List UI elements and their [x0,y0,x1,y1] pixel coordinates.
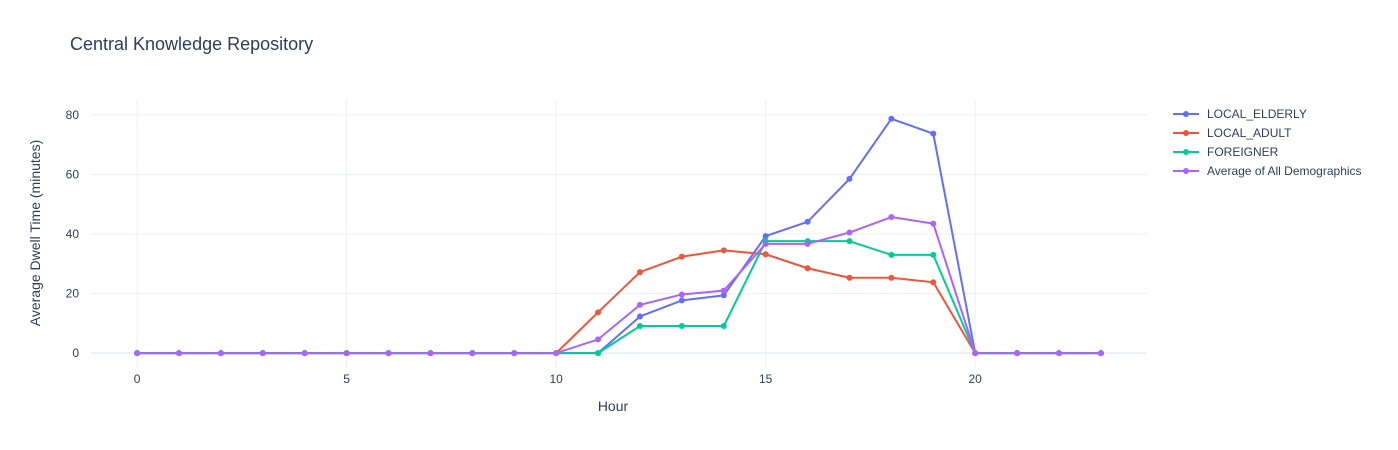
x-tick-label: 0 [134,372,141,386]
data-point[interactable] [930,221,936,227]
x-axis-ticks: 0 5 10 15 20 [134,372,982,386]
y-tick-label: 80 [66,108,80,122]
legend-marker-icon [1183,149,1189,155]
data-point[interactable] [763,241,769,247]
data-point[interactable] [595,309,601,315]
data-point[interactable] [805,219,811,225]
y-tick-label: 60 [66,167,80,181]
data-point[interactable] [846,275,852,281]
data-point[interactable] [888,214,894,220]
data-point[interactable] [679,254,685,260]
legend-marker-icon [1183,168,1189,174]
data-point[interactable] [1014,350,1020,356]
data-point[interactable] [972,350,978,356]
legend-item[interactable]: LOCAL_ADULT [1173,126,1292,140]
legend-item[interactable]: LOCAL_ELDERLY [1173,107,1307,121]
data-point[interactable] [805,265,811,271]
data-point[interactable] [595,336,601,342]
y-tick-label: 20 [66,287,80,301]
data-point[interactable] [344,350,350,356]
x-tick-label: 5 [343,372,350,386]
data-point[interactable] [637,323,643,329]
legend-label: LOCAL_ADULT [1207,126,1292,140]
data-point[interactable] [721,247,727,253]
series-local-elderly [134,116,1104,356]
data-point[interactable] [721,323,727,329]
legend-marker-icon [1183,111,1189,117]
legend-item[interactable]: FOREIGNER [1173,145,1279,159]
data-point[interactable] [888,252,894,258]
series-line [137,217,1101,353]
data-point[interactable] [1056,350,1062,356]
y-tick-label: 0 [72,346,79,360]
data-point[interactable] [930,131,936,137]
legend: LOCAL_ELDERLY LOCAL_ADULT FOREIGNER Average… [1173,107,1362,178]
legend-label: LOCAL_ELDERLY [1207,107,1307,121]
data-point[interactable] [637,269,643,275]
data-point[interactable] [595,350,601,356]
data-point[interactable] [218,350,224,356]
legend-label: FOREIGNER [1207,145,1279,159]
y-tick-label: 40 [66,227,80,241]
y-axis-title: Average Dwell Time (minutes) [27,140,43,326]
legend-marker-icon [1183,130,1189,136]
x-tick-label: 10 [549,372,563,386]
x-axis-title: Hour [598,398,629,414]
data-point[interactable] [888,275,894,281]
data-point[interactable] [763,251,769,257]
legend-label: Average of All Demographics [1207,164,1362,178]
data-point[interactable] [930,279,936,285]
series-foreigner [134,238,1104,356]
data-point[interactable] [637,313,643,319]
legend-item[interactable]: Average of All Demographics [1173,164,1362,178]
data-point[interactable] [637,302,643,308]
data-point[interactable] [134,350,140,356]
data-point[interactable] [511,350,517,356]
data-point[interactable] [721,288,727,294]
data-point[interactable] [1098,350,1104,356]
data-point[interactable] [427,350,433,356]
x-tick-label: 15 [759,372,773,386]
data-point[interactable] [930,252,936,258]
data-point[interactable] [260,350,266,356]
grid [91,100,1147,368]
y-axis-ticks: 0 20 40 60 80 [66,108,80,360]
data-point[interactable] [302,350,308,356]
data-point[interactable] [386,350,392,356]
data-point[interactable] [888,116,894,122]
data-point[interactable] [469,350,475,356]
data-point[interactable] [805,241,811,247]
series-line [137,119,1101,353]
data-point[interactable] [846,230,852,236]
data-point[interactable] [553,350,559,356]
data-point[interactable] [846,238,852,244]
chart-title: Central Knowledge Repository [70,34,313,54]
series-line [137,250,1101,353]
data-point[interactable] [176,350,182,356]
data-point[interactable] [679,323,685,329]
x-tick-label: 20 [969,372,983,386]
plot-area [134,116,1104,356]
data-point[interactable] [679,297,685,303]
data-point[interactable] [846,176,852,182]
data-point[interactable] [679,291,685,297]
